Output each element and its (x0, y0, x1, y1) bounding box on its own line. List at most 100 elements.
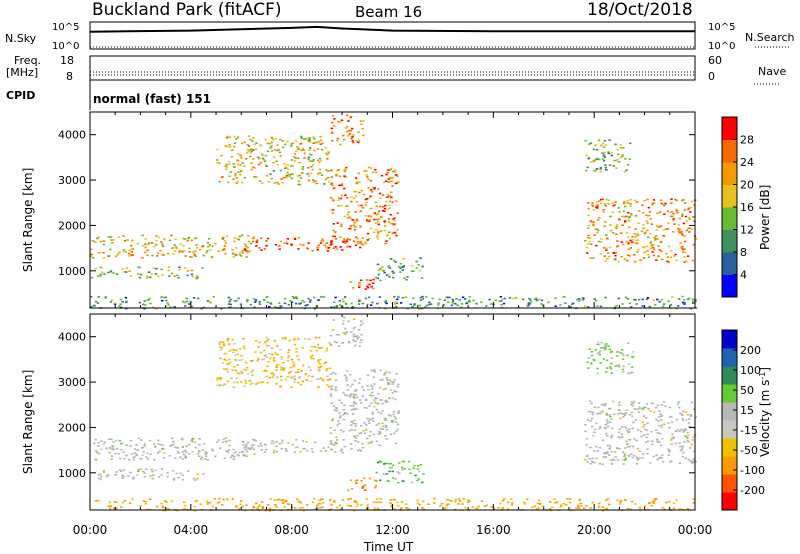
velocity-echo-cell (627, 363, 631, 365)
velocity-echo-cell (672, 437, 675, 440)
power-echo-cell (605, 249, 608, 251)
velocity-echo-cell (143, 443, 146, 445)
velocity-echo-cell (292, 339, 296, 341)
power-echo-cell (394, 169, 397, 171)
velocity-echo-cell (120, 470, 123, 472)
power-echo-cell (332, 199, 335, 202)
power-echo-cell (331, 121, 334, 124)
velocity-echo-cell (400, 507, 403, 510)
velocity-echo-cell (141, 454, 144, 456)
power-echo-cell (626, 259, 629, 262)
power-echo-cell (241, 250, 244, 252)
velocity-echo-cell (229, 456, 233, 459)
power-echo-cell (173, 275, 176, 277)
velocity-echo-cell (375, 471, 378, 474)
power-echo-cell (354, 236, 358, 238)
power-echo-cell (616, 240, 619, 242)
velocity-echo-cell (346, 384, 349, 386)
power-echo-cell (136, 242, 139, 245)
velocity-echo-cell (650, 430, 653, 433)
velocity-echo-cell (233, 366, 236, 368)
power-echo-cell (646, 214, 650, 217)
power-echo-cell (259, 161, 263, 164)
power-echo-cell (266, 301, 270, 303)
velocity-echo-cell (287, 442, 290, 444)
velocity-echo-cell (389, 415, 392, 417)
velocity-echo-cell (621, 436, 624, 438)
velocity-echo-cell (297, 500, 300, 503)
power-echo-cell (388, 204, 391, 207)
velocity-echo-cell (562, 502, 565, 505)
velocity-echo-cell (324, 361, 327, 364)
power-echo-cell (249, 155, 252, 158)
power-echo-cell (404, 296, 408, 299)
velocity-echo-cell (655, 406, 658, 409)
power-echo-cell (293, 160, 296, 162)
velocity-echo-cell (643, 424, 646, 426)
power-echo-cell (630, 241, 634, 243)
power-echo-cell (332, 229, 335, 232)
velocity-echo-cell (622, 371, 625, 373)
velocity-echo-cell (342, 332, 345, 334)
power-echo-cell (352, 141, 355, 144)
velocity-echo-cell (670, 437, 674, 440)
velocity-echo-cell (609, 421, 612, 423)
power-echo-cell (346, 204, 350, 207)
velocity-echo-cell (633, 408, 636, 410)
velocity-echo-cell (342, 414, 345, 416)
power-echo-cell (214, 242, 217, 245)
power-echo-cell (386, 234, 389, 237)
power-echo-cell (649, 241, 653, 243)
velocity-echo-cell (231, 498, 234, 500)
power-echo-cell (663, 204, 666, 207)
power-echo-cell (670, 250, 673, 252)
velocity-echo-cell (244, 361, 248, 364)
velocity-echo-cell (630, 401, 633, 403)
power-echo-cell (265, 296, 268, 299)
power-echo-cell (377, 212, 380, 214)
power-echo-cell (635, 303, 638, 305)
velocity-echo-cell (631, 355, 634, 358)
power-echo-cell (554, 297, 557, 299)
velocity-echo-cell (329, 508, 333, 510)
power-echo-cell (201, 245, 204, 248)
power-echo-cell (376, 277, 380, 280)
velocity-echo-cell (379, 479, 382, 482)
velocity-echo-cell (321, 502, 325, 504)
velocity-echo-cell (160, 502, 163, 505)
velocity-echo-cell (611, 427, 614, 430)
velocity-echo-cell (357, 382, 361, 384)
velocity-echo-cell (318, 507, 322, 509)
velocity-echo-cell (249, 383, 252, 385)
velocity-echo-cell (652, 411, 656, 413)
velocity-echo-cell (596, 343, 599, 346)
freq-label: Freq. (14, 54, 41, 67)
velocity-echo-cell (160, 474, 163, 476)
power-echo-cell (173, 250, 177, 252)
power-echo-cell (224, 145, 227, 147)
velocity-echo-cell (196, 453, 200, 455)
velocity-echo-cell (358, 448, 361, 451)
power-echo-cell (252, 137, 255, 139)
power-echo-cell (263, 159, 266, 161)
velocity-echo-cell (110, 438, 113, 440)
velocity-echo-cell (377, 411, 380, 414)
power-echo-cell (330, 306, 333, 308)
power-echo-cell (259, 144, 262, 147)
power-echo-cell (90, 306, 93, 308)
velocity-echo-cell (310, 448, 314, 450)
power-echo-cell (392, 272, 395, 274)
velocity-echo-cell (636, 429, 640, 431)
velocity-echo-cell (622, 463, 625, 465)
power-echo-cell (600, 202, 603, 205)
velocity-echo-cell (681, 417, 684, 420)
power-echo-cell (109, 248, 112, 251)
velocity-echo-cell (365, 424, 368, 426)
velocity-echo-cell (373, 370, 376, 372)
velocity-echo-cell (578, 498, 582, 501)
velocity-echo-cell (610, 357, 614, 359)
power-echo-cell (238, 254, 242, 256)
velocity-echo-cell (480, 500, 484, 502)
power-echo-cell (603, 247, 606, 249)
